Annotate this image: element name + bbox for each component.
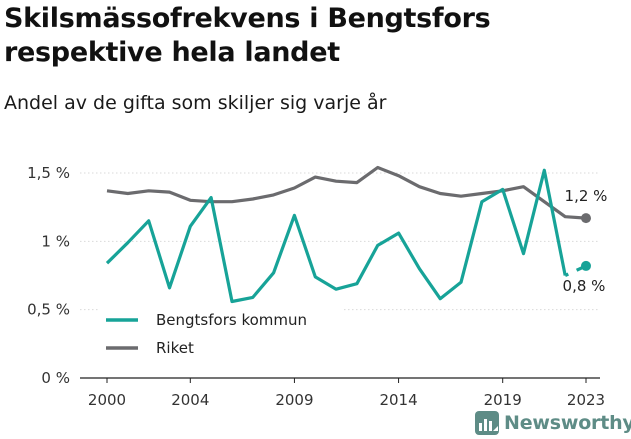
legend-background bbox=[98, 304, 343, 362]
series-line-bengtsfors-kommun bbox=[105, 168, 567, 304]
legend-label-bengtsfors-kommun: Bengtsfors kommun bbox=[156, 311, 307, 329]
end-label-bengtsfors-kommun: 0,8 % bbox=[563, 277, 606, 295]
axis-layer: 0 % 0,5 % 1 % 1,5 % 2000 2004 2009 2014 2019 2023 bbox=[27, 164, 605, 409]
x-tick-label: 2004 bbox=[171, 391, 209, 409]
series-end-point-bengtsfors-kommun bbox=[581, 260, 591, 271]
series-end-point-riket bbox=[581, 213, 591, 224]
y-tick-label: 1 % bbox=[41, 232, 70, 250]
x-tick-label: 2000 bbox=[88, 391, 126, 409]
chart-title: Skilsmässofrekvens i Bengtsfors respekti… bbox=[4, 3, 491, 68]
x-tick-label: 2014 bbox=[379, 391, 417, 409]
y-tick-label: 0 % bbox=[41, 369, 70, 387]
label-layer: 1,2 % 0,8 % bbox=[563, 187, 608, 295]
legend-label-riket: Riket bbox=[156, 339, 194, 357]
brand-logo: Newsworthy bbox=[474, 410, 631, 436]
series-layer bbox=[105, 165, 591, 304]
x-tick-label: 2019 bbox=[484, 391, 522, 409]
x-tick-label: 2023 bbox=[567, 391, 605, 409]
series-gap-mask bbox=[567, 267, 578, 277]
legend: Bengtsfors kommun Riket bbox=[98, 304, 343, 362]
bar-chart-logo-icon bbox=[475, 411, 499, 435]
end-label-riket: 1,2 % bbox=[565, 187, 608, 205]
brand-name: Newsworthy bbox=[504, 412, 631, 434]
chart-subtitle: Andel av de gifta som skiljer sig varje … bbox=[4, 92, 387, 114]
x-tick-label: 2009 bbox=[275, 391, 313, 409]
series-line-riket bbox=[106, 165, 587, 220]
y-tick-label: 0,5 % bbox=[27, 301, 70, 319]
y-tick-label: 1,5 % bbox=[27, 164, 70, 182]
